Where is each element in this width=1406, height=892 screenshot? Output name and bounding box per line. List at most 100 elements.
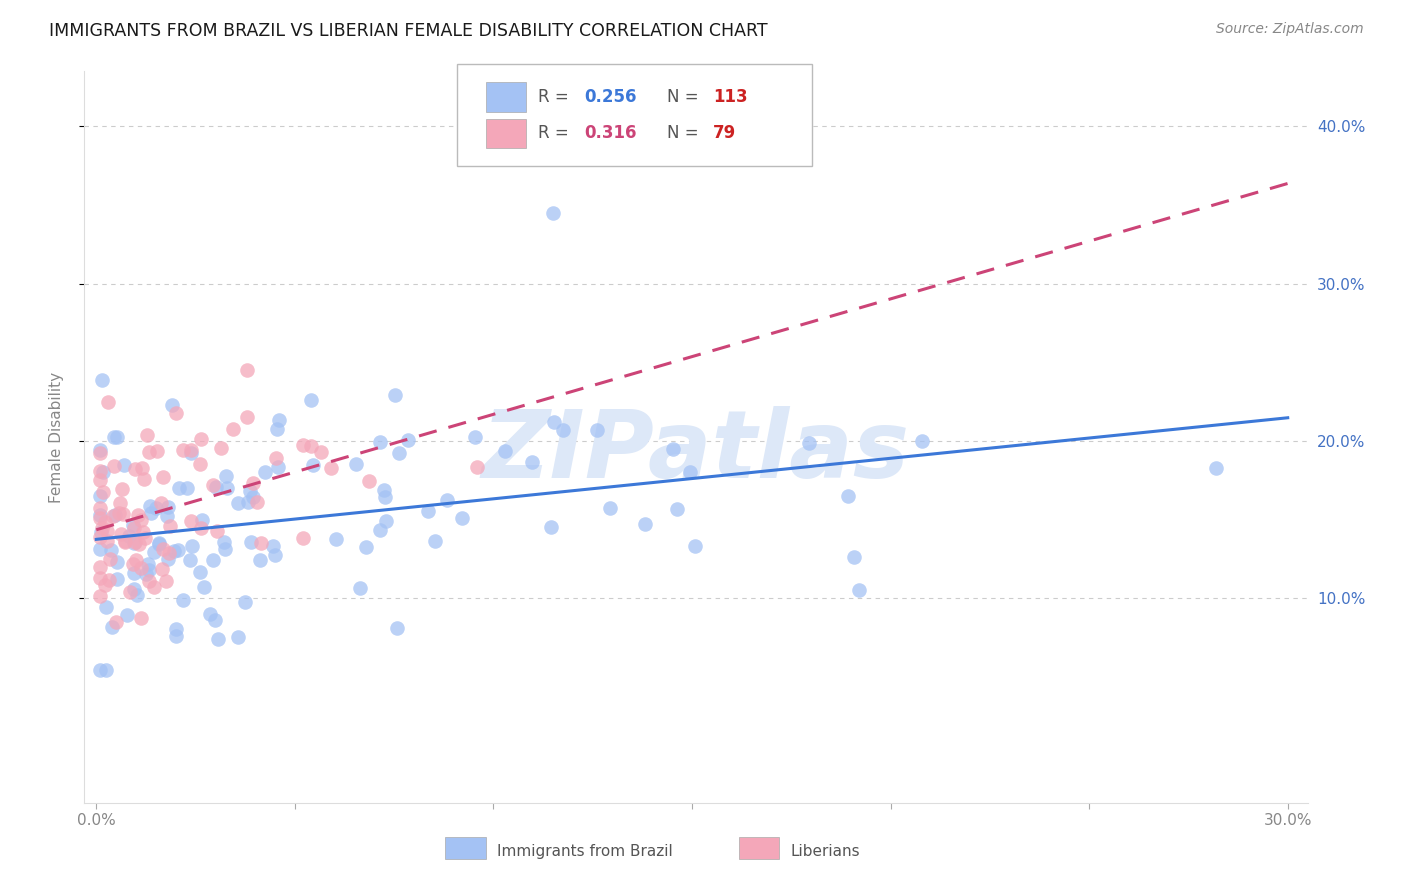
- Point: [98, 551, 121, 566]
- Point: [117, 529, 139, 543]
- Point: [249, 552, 271, 566]
- Point: [91, 465, 114, 479]
- Point: [302, 458, 325, 472]
- Point: [141, 506, 163, 520]
- Point: [135, 567, 157, 582]
- Point: [222, 422, 245, 436]
- Point: [396, 434, 419, 448]
- Point: [157, 546, 180, 560]
- Point: [89, 489, 111, 503]
- Point: [180, 446, 202, 460]
- Point: [105, 556, 128, 570]
- Point: [111, 482, 134, 496]
- Point: [107, 429, 129, 443]
- Point: [494, 444, 516, 458]
- Point: [169, 481, 191, 495]
- Point: [159, 518, 181, 533]
- Point: [370, 435, 392, 450]
- Point: [264, 451, 287, 466]
- Point: [661, 442, 683, 456]
- Point: [89, 511, 111, 525]
- Point: [416, 504, 439, 518]
- Point: [384, 388, 406, 402]
- Text: R =: R =: [538, 124, 574, 143]
- Point: [180, 539, 202, 553]
- Point: [90, 524, 112, 539]
- Point: [242, 490, 264, 504]
- Point: [212, 535, 235, 549]
- FancyBboxPatch shape: [446, 838, 485, 859]
- Point: [138, 574, 160, 588]
- Point: [90, 521, 112, 535]
- Text: Immigrants from Brazil: Immigrants from Brazil: [496, 845, 672, 859]
- Point: [152, 541, 174, 556]
- FancyBboxPatch shape: [457, 64, 813, 167]
- Point: [89, 508, 111, 522]
- Point: [160, 398, 183, 412]
- Point: [254, 465, 277, 479]
- Point: [122, 582, 145, 596]
- Point: [156, 509, 179, 524]
- Point: [149, 496, 172, 510]
- Point: [138, 563, 160, 577]
- Point: [226, 496, 249, 510]
- Point: [139, 499, 162, 513]
- Point: [235, 595, 257, 609]
- Point: [97, 573, 120, 587]
- Point: [425, 534, 447, 549]
- Point: [325, 533, 347, 547]
- Point: [911, 434, 934, 448]
- Point: [214, 542, 236, 557]
- Point: [108, 506, 131, 520]
- Point: [129, 513, 152, 527]
- Text: R =: R =: [538, 87, 574, 106]
- Point: [465, 460, 488, 475]
- Point: [96, 663, 118, 677]
- Point: [134, 531, 156, 545]
- Point: [122, 557, 145, 571]
- Point: [97, 394, 120, 409]
- Point: [89, 589, 111, 603]
- Point: [89, 501, 111, 516]
- Point: [388, 446, 411, 460]
- Point: [375, 514, 398, 528]
- Point: [262, 539, 284, 553]
- Point: [683, 539, 706, 553]
- Y-axis label: Female Disability: Female Disability: [49, 371, 63, 503]
- Point: [101, 620, 124, 634]
- Point: [110, 527, 132, 541]
- Point: [198, 607, 221, 621]
- Point: [105, 615, 128, 629]
- Point: [157, 552, 180, 566]
- Point: [837, 489, 859, 503]
- Point: [1205, 460, 1227, 475]
- Point: [115, 608, 138, 623]
- Point: [299, 440, 322, 454]
- Point: [236, 363, 259, 377]
- Point: [122, 517, 145, 532]
- Point: [94, 515, 117, 529]
- Point: [122, 521, 145, 535]
- Point: [118, 584, 141, 599]
- FancyBboxPatch shape: [485, 82, 526, 112]
- Point: [356, 540, 378, 554]
- Point: [89, 663, 111, 677]
- Point: [146, 444, 169, 458]
- Point: [267, 413, 290, 427]
- Point: [201, 478, 224, 492]
- Point: [191, 513, 214, 527]
- Text: N =: N =: [666, 124, 703, 143]
- Point: [100, 543, 122, 558]
- Point: [96, 534, 118, 549]
- Point: [292, 438, 315, 452]
- Point: [89, 541, 111, 556]
- Point: [152, 470, 174, 484]
- Point: [127, 589, 149, 603]
- Point: [89, 446, 111, 460]
- Point: [239, 483, 262, 498]
- Point: [122, 566, 145, 580]
- Point: [124, 534, 146, 549]
- Point: [155, 574, 177, 588]
- Point: [111, 507, 134, 521]
- Point: [266, 422, 288, 436]
